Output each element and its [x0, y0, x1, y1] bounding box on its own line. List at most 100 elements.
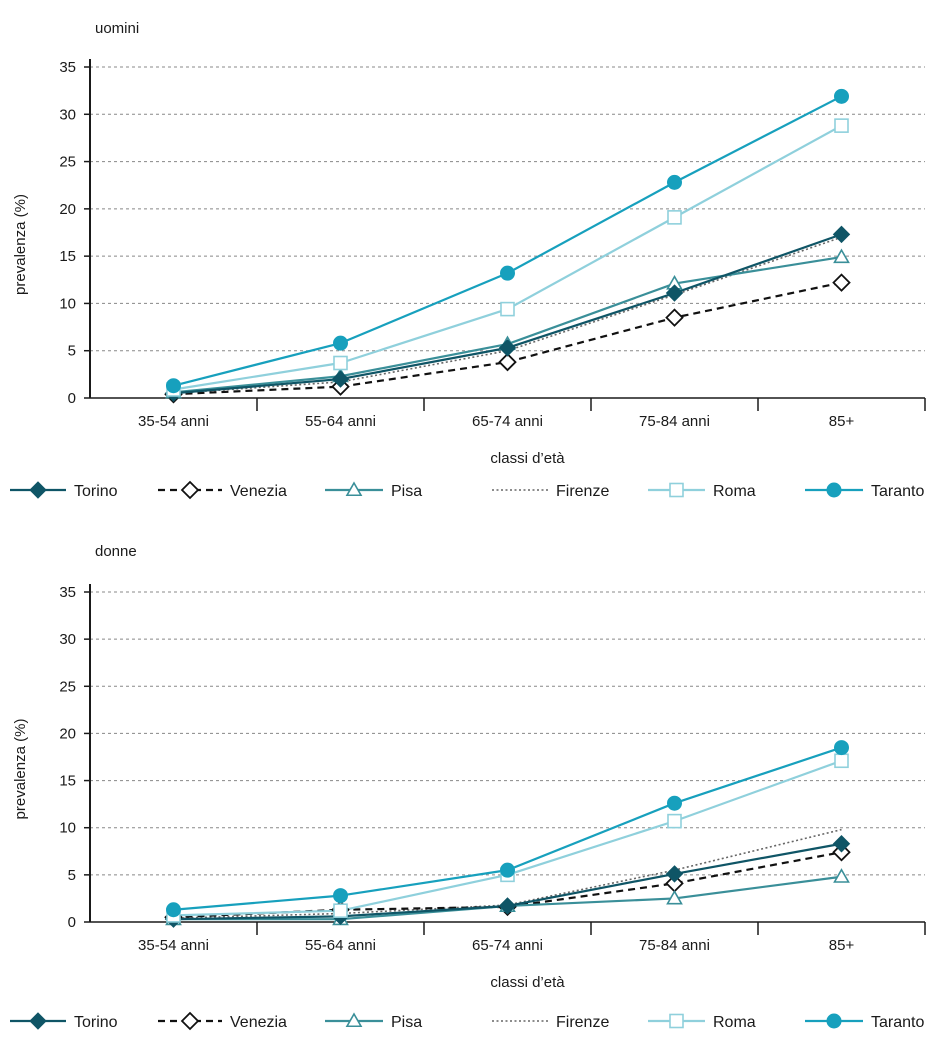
data-point-torino [498, 339, 517, 357]
series-line-taranto [173, 746, 842, 911]
legend-item-torino: Torino [10, 481, 118, 500]
x-axis-label: classi d’età [490, 974, 565, 991]
data-point-roma [667, 210, 682, 225]
y-tick-label: 5 [68, 343, 76, 360]
legend: Torino Venezia Pisa Firenze Roma Taranto [10, 1011, 924, 1031]
data-point-taranto [166, 902, 181, 918]
legend-label: Venezia [230, 1014, 287, 1031]
y-tick-label: 30 [59, 631, 76, 648]
data-point-roma [667, 813, 682, 829]
data-point-pisa [833, 868, 850, 883]
legend-item-pisa: Pisa [325, 481, 422, 500]
data-point-taranto [500, 862, 515, 878]
legend-label: Torino [74, 1014, 118, 1031]
y-axis-label: prevalenza (%) [12, 719, 29, 820]
panel-title: donne [95, 543, 137, 560]
data-point-roma [333, 355, 348, 371]
data-point-venezia [665, 308, 684, 327]
legend-marker [29, 481, 47, 499]
data-point-pisa [666, 889, 683, 905]
data-point-venezia [498, 352, 517, 372]
x-tick-label: 35-54 anni [138, 413, 209, 430]
legend-label: Pisa [391, 1014, 422, 1031]
series-line-venezia [173, 281, 842, 396]
legend-label: Taranto [871, 483, 924, 500]
legend-label: Venezia [230, 483, 287, 500]
legend-marker [826, 1013, 842, 1029]
x-tick-label: 85+ [829, 413, 855, 430]
data-point-taranto [834, 740, 849, 756]
legend-item-venezia: Venezia [158, 480, 287, 500]
series-line-roma [173, 759, 842, 917]
y-tick-label: 0 [68, 390, 76, 407]
chart-panel-1: donne 0 5 10 15 20 25 30 35 35-54 anni 55-64 anni 6… [10, 543, 926, 1031]
data-point-torino [665, 284, 684, 302]
y-tick-label: 25 [59, 678, 76, 695]
data-point-roma [834, 118, 849, 133]
legend: Torino Venezia Pisa Firenze Roma Taranto [10, 480, 924, 500]
legend-marker [180, 480, 200, 500]
data-point-torino [331, 370, 350, 388]
legend-label: Firenze [556, 483, 609, 500]
legend-marker [180, 1011, 200, 1031]
data-point-taranto [667, 174, 682, 190]
y-tick-label: 15 [59, 773, 76, 790]
x-tick-label: 65-74 anni [472, 413, 543, 430]
legend-marker [669, 1013, 684, 1029]
legend-marker [345, 1012, 363, 1028]
data-point-taranto [667, 795, 682, 811]
data-point-torino [498, 897, 517, 915]
data-point-roma [500, 301, 515, 317]
x-tick-label: 35-54 anni [138, 937, 209, 954]
y-tick-label: 20 [59, 725, 76, 742]
x-tick-label: 75-84 anni [639, 413, 710, 430]
legend-label: Taranto [871, 1014, 924, 1031]
data-point-roma [333, 903, 348, 918]
y-tick-label: 35 [59, 584, 76, 601]
x-tick-label: 75-84 anni [639, 937, 710, 954]
legend-item-taranto: Taranto [805, 482, 924, 500]
y-tick-label: 5 [68, 867, 76, 884]
data-point-torino [665, 865, 684, 883]
y-tick-label: 0 [68, 914, 76, 931]
legend-item-venezia: Venezia [158, 1011, 287, 1031]
legend-marker [29, 1012, 47, 1030]
x-tick-label: 85+ [829, 937, 855, 954]
y-tick-label: 30 [59, 106, 76, 123]
legend-item-roma: Roma [648, 482, 756, 500]
y-axis-label: prevalenza (%) [12, 194, 29, 295]
y-tick-label: 10 [59, 295, 76, 312]
chart-panel-0: uomini 0 5 10 15 20 25 30 35 35-54 anni 55-64 anni… [10, 20, 926, 500]
y-tick-label: 35 [59, 59, 76, 76]
legend-label: Roma [713, 1014, 756, 1031]
legend-label: Firenze [556, 1014, 609, 1031]
legend-item-firenze: Firenze [492, 483, 609, 500]
x-tick-label: 55-64 anni [305, 413, 376, 430]
legend-label: Roma [713, 483, 756, 500]
data-point-pisa [833, 248, 850, 264]
legend-item-roma: Roma [648, 1013, 756, 1031]
legend-item-pisa: Pisa [325, 1012, 422, 1031]
data-point-torino [832, 835, 851, 853]
legend-item-firenze: Firenze [492, 1014, 609, 1031]
x-tick-label: 65-74 anni [472, 937, 543, 954]
legend-item-torino: Torino [10, 1012, 118, 1031]
data-point-taranto [834, 88, 849, 104]
x-tick-label: 55-64 anni [305, 937, 376, 954]
y-tick-label: 20 [59, 201, 76, 218]
legend-marker [345, 481, 363, 497]
legend-item-taranto: Taranto [805, 1013, 924, 1031]
y-tick-label: 15 [59, 248, 76, 265]
data-point-taranto [333, 335, 348, 351]
data-point-torino [832, 225, 851, 244]
y-tick-label: 25 [59, 154, 76, 171]
data-point-taranto [333, 888, 348, 904]
legend-marker [826, 482, 842, 498]
x-axis-label: classi d’età [490, 450, 565, 467]
legend-marker [669, 482, 684, 498]
panel-title: uomini [95, 20, 139, 37]
legend-label: Pisa [391, 483, 422, 500]
data-point-taranto [500, 265, 515, 281]
y-tick-label: 10 [59, 820, 76, 837]
